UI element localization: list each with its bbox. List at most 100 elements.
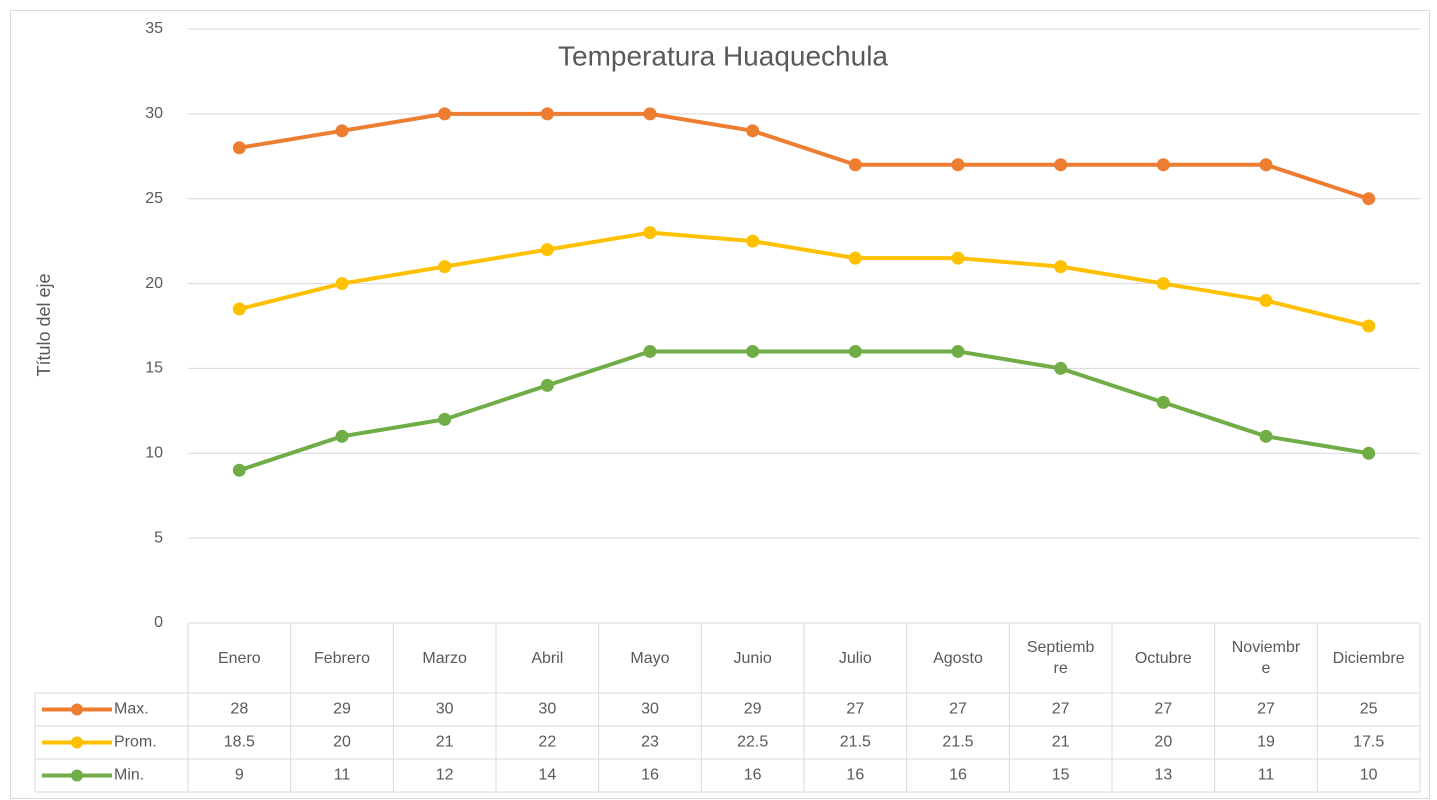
point [848, 251, 862, 265]
y-tick-label: 35 [145, 20, 163, 37]
point [1156, 277, 1170, 291]
x-tick-cell: Enero [217, 649, 261, 667]
point [848, 158, 862, 172]
table-value: 21 [1052, 734, 1070, 751]
table-value: 16 [641, 767, 659, 784]
point [643, 226, 657, 240]
point [438, 107, 452, 121]
point [335, 277, 349, 291]
x-tick-label: Octubre [1134, 649, 1192, 667]
point [1259, 429, 1273, 443]
legend-label: Max. [114, 701, 149, 718]
point [746, 124, 760, 138]
point [232, 141, 246, 155]
legend-marker [71, 769, 83, 782]
x-tick-label: Abril [531, 649, 564, 667]
y-tick-label: 0 [154, 614, 163, 631]
point [438, 412, 452, 426]
legend-marker [71, 736, 83, 749]
point [1362, 319, 1376, 333]
x-tick-label: Julio [838, 649, 872, 667]
table-value: 27 [846, 701, 864, 718]
x-tick-cell: Agosto [933, 649, 983, 667]
table-value: 16 [846, 767, 864, 784]
table-value: 29 [744, 701, 762, 718]
point [951, 344, 965, 358]
x-tick-label: Junio [733, 649, 772, 667]
chart-border [10, 10, 1430, 799]
point [746, 344, 760, 358]
point [746, 234, 760, 248]
table-value: 15 [1052, 767, 1070, 784]
table-value: 18.5 [224, 734, 255, 751]
table-value: 22.5 [737, 734, 768, 751]
point [1362, 446, 1376, 460]
point [643, 344, 657, 358]
x-tick-label: Febrero [313, 649, 370, 667]
point [1259, 158, 1273, 172]
x-tick-cell: Mayo [630, 649, 670, 667]
x-tick-cell: Marzo [422, 649, 467, 667]
table-value: 21.5 [942, 734, 973, 751]
point [232, 302, 246, 316]
point [1054, 260, 1068, 274]
x-tick-cell: Diciembre [1332, 649, 1405, 667]
table-value: 30 [436, 701, 454, 718]
table-value: 20 [333, 734, 351, 751]
table-value: 27 [1052, 701, 1070, 718]
table-value: 27 [1154, 701, 1172, 718]
legend-label: Prom. [114, 734, 157, 751]
legend-label: Min. [114, 767, 144, 784]
point [1156, 395, 1170, 409]
x-tick-cell: Julio [838, 649, 872, 667]
point [540, 243, 554, 257]
table-value: 11 [1258, 767, 1275, 784]
table-value: 30 [641, 701, 659, 718]
point [335, 429, 349, 443]
x-tick-cell: Febrero [313, 649, 370, 667]
point [540, 378, 554, 392]
point [232, 463, 246, 477]
table-value: 17.5 [1353, 734, 1384, 751]
point [643, 107, 657, 121]
x-tick-label: Diciembre [1332, 649, 1405, 667]
table-value: 21.5 [840, 734, 871, 751]
y-tick-label: 20 [145, 275, 163, 292]
y-tick-label: 5 [154, 529, 163, 546]
point [1054, 158, 1068, 172]
x-tick-cell: Junio [733, 649, 772, 667]
x-tick-label: Mayo [630, 649, 670, 667]
table-value: 25 [1360, 701, 1378, 718]
table-value: 19 [1257, 734, 1275, 751]
series-line [238, 230, 1370, 328]
table-value: 29 [333, 701, 351, 718]
table-value: 10 [1360, 767, 1378, 784]
point [1156, 158, 1170, 172]
x-tick-label: Septiembre [1026, 639, 1095, 677]
y-tick-label: 25 [145, 190, 163, 207]
point [1259, 294, 1273, 308]
x-tick-cell: Septiembre [1026, 639, 1095, 677]
table-value: 11 [334, 767, 351, 784]
x-tick-label: Marzo [422, 649, 467, 667]
y-tick-label: 15 [145, 360, 163, 377]
table-value: 16 [949, 767, 967, 784]
table-value: 9 [235, 767, 244, 784]
point [951, 251, 965, 265]
table-value: 28 [230, 701, 248, 718]
table-value: 20 [1154, 734, 1172, 751]
table-value: 22 [538, 734, 556, 751]
table-value: 21 [436, 734, 454, 751]
y-tick-label: 10 [145, 445, 163, 462]
table-value: 16 [744, 767, 762, 784]
x-tick-label: Agosto [933, 649, 983, 667]
series-line [239, 111, 1370, 201]
point [540, 107, 554, 121]
x-tick-cell: Abril [531, 649, 564, 667]
x-tick-label: Enero [217, 649, 261, 667]
table-value: 23 [641, 734, 659, 751]
legend-marker [71, 703, 83, 716]
x-tick-cell: Noviembre [1232, 639, 1300, 677]
point [848, 344, 862, 358]
